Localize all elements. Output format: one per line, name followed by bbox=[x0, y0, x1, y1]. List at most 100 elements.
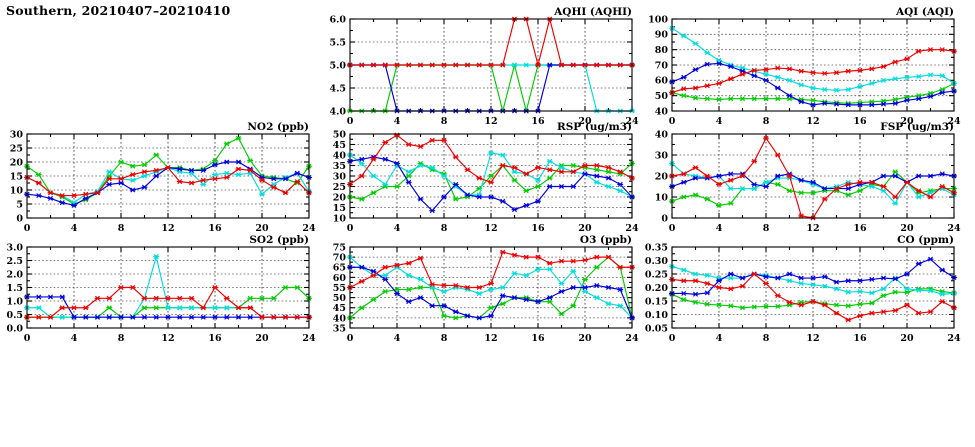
x-tick-label: 20 bbox=[900, 223, 914, 234]
x-tick-label: 8 bbox=[763, 116, 770, 127]
y-tick-label: 60 bbox=[333, 273, 347, 284]
x-tick-label: 8 bbox=[118, 223, 125, 234]
y-tick-label: 45 bbox=[333, 303, 346, 314]
y-tick-label: 0.5 bbox=[6, 310, 23, 321]
y-tick-label: 10 bbox=[10, 185, 24, 196]
panel-title: RSP (ug/m3) bbox=[557, 121, 632, 133]
y-tick-label: 100 bbox=[648, 14, 668, 25]
x-tick-label: 8 bbox=[441, 223, 448, 234]
x-tick-label: 24 bbox=[947, 333, 961, 344]
y-tick-label: 0.20 bbox=[645, 283, 669, 294]
plot-frame bbox=[671, 18, 955, 112]
plot-frame bbox=[671, 133, 955, 219]
x-tick-label: 16 bbox=[208, 333, 222, 344]
x-tick-label: 12 bbox=[484, 333, 497, 344]
y-tick-label: 0.05 bbox=[645, 323, 668, 334]
y-tick-label: 40 bbox=[333, 150, 347, 161]
x-tick-label: 0 bbox=[347, 333, 354, 344]
series-line-cyan bbox=[26, 166, 310, 204]
x-tick-label: 20 bbox=[900, 333, 914, 344]
x-tick-label: 12 bbox=[484, 223, 497, 234]
y-tick-label: 2.0 bbox=[6, 269, 23, 280]
y-tick-label: 2.5 bbox=[6, 256, 23, 267]
x-tick-label: 8 bbox=[763, 223, 770, 234]
y-tick-label: 1.0 bbox=[6, 296, 23, 307]
x-tick-label: 16 bbox=[531, 333, 545, 344]
x-tick-label: 24 bbox=[625, 223, 639, 234]
panel-aqhi: 4.0 4.5 5.0 5.5 6.0 0 4 8 12 16 20 24 AQHI (AQHI) bbox=[316, 3, 654, 133]
x-tick-label: 0 bbox=[347, 116, 354, 127]
panel-title: O3 (ppb) bbox=[580, 234, 632, 246]
x-tick-label: 0 bbox=[24, 333, 31, 344]
x-tick-label: 4 bbox=[71, 333, 78, 344]
panel-rsp: 10 15 20 25 30 35 40 45 50 0 4 8 12 16 20 24 RSP (ug/m3) bbox=[316, 118, 654, 240]
x-tick-label: 4 bbox=[394, 333, 401, 344]
x-tick-label: 0 bbox=[669, 333, 676, 344]
y-tick-label: 45 bbox=[333, 140, 346, 151]
x-tick-label: 12 bbox=[806, 333, 819, 344]
x-tick-label: 24 bbox=[302, 333, 316, 344]
y-tick-label: 10 bbox=[655, 192, 669, 203]
x-tick-label: 16 bbox=[531, 223, 545, 234]
y-tick-label: 0.30 bbox=[645, 256, 669, 267]
y-tick-label: 70 bbox=[655, 60, 669, 71]
y-tick-label: 4.0 bbox=[329, 106, 346, 117]
x-tick-label: 8 bbox=[441, 333, 448, 344]
plot-frame bbox=[671, 246, 955, 329]
x-tick-label: 8 bbox=[441, 116, 448, 127]
y-tick-label: 20 bbox=[655, 171, 669, 182]
x-tick-label: 12 bbox=[806, 116, 819, 127]
panel-title: SO2 (ppb) bbox=[249, 234, 309, 246]
x-tick-label: 16 bbox=[208, 223, 222, 234]
y-tick-label: 65 bbox=[333, 263, 346, 274]
y-tick-label: 20 bbox=[333, 192, 347, 203]
y-tick-label: 15 bbox=[10, 171, 23, 182]
y-tick-label: 5.0 bbox=[329, 60, 346, 71]
x-tick-label: 16 bbox=[853, 223, 867, 234]
y-tick-label: 40 bbox=[333, 313, 347, 324]
y-tick-label: 80 bbox=[655, 45, 669, 56]
x-tick-label: 12 bbox=[161, 223, 174, 234]
y-tick-label: 50 bbox=[333, 293, 347, 304]
panel-title: CO (ppm) bbox=[897, 234, 954, 246]
y-tick-label: 0.0 bbox=[6, 323, 23, 334]
y-tick-label: 5.5 bbox=[329, 37, 346, 48]
panel-no2: 0 5 10 15 20 25 30 0 4 8 12 16 20 24 NO2 (ppb) bbox=[0, 118, 331, 240]
y-tick-label: 0.35 bbox=[645, 242, 668, 253]
y-tick-label: 3.0 bbox=[6, 242, 23, 253]
y-tick-label: 55 bbox=[333, 283, 346, 294]
y-tick-label: 1.5 bbox=[6, 283, 23, 294]
panel-title: AQI (AQI) bbox=[895, 6, 954, 18]
x-tick-label: 20 bbox=[578, 116, 592, 127]
y-tick-label: 30 bbox=[655, 150, 669, 161]
y-tick-label: 35 bbox=[333, 161, 346, 172]
panel-so2: 0.0 0.5 1.0 1.5 2.0 2.5 3.0 0 4 8 12 16 20 24 SO2 (ppb… bbox=[0, 231, 331, 350]
x-tick-label: 16 bbox=[853, 333, 867, 344]
x-tick-label: 24 bbox=[625, 116, 639, 127]
y-tick-label: 10 bbox=[333, 213, 347, 224]
page-title: Southern, 20210407–20210410 bbox=[6, 3, 231, 18]
plot-frame bbox=[349, 246, 633, 329]
y-tick-label: 0 bbox=[661, 213, 668, 224]
x-tick-label: 24 bbox=[947, 223, 961, 234]
x-tick-label: 0 bbox=[24, 223, 31, 234]
x-tick-label: 16 bbox=[853, 116, 867, 127]
x-tick-label: 4 bbox=[394, 116, 401, 127]
series-markers-blue bbox=[347, 154, 635, 214]
panel-title: NO2 (ppb) bbox=[247, 121, 309, 133]
y-tick-label: 5 bbox=[16, 199, 23, 210]
series-line-red bbox=[671, 273, 955, 321]
y-tick-label: 50 bbox=[655, 91, 669, 102]
x-tick-label: 0 bbox=[669, 116, 676, 127]
x-tick-label: 4 bbox=[716, 116, 723, 127]
y-tick-label: 40 bbox=[655, 129, 669, 140]
y-tick-label: 30 bbox=[333, 171, 347, 182]
y-tick-label: 70 bbox=[333, 253, 347, 264]
panel-title: FSP (ug/m3) bbox=[880, 121, 954, 133]
x-tick-label: 12 bbox=[161, 333, 174, 344]
x-tick-label: 8 bbox=[118, 333, 125, 344]
x-tick-label: 4 bbox=[71, 223, 78, 234]
x-tick-label: 20 bbox=[900, 116, 914, 127]
x-tick-label: 4 bbox=[394, 223, 401, 234]
x-tick-label: 0 bbox=[669, 223, 676, 234]
